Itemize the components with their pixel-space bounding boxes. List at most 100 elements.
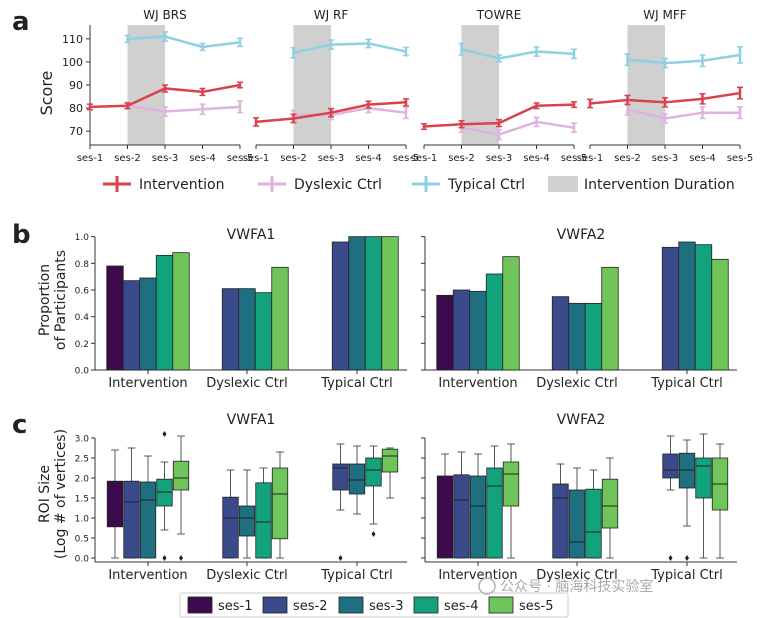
subplot-vwfa1: VWFA1 0.0 0.2 0.4 0.6 0.8 1.0 Intervention Dysle… [75, 227, 407, 391]
y-tick-label: 0.4 [75, 313, 90, 323]
y-axis-label: Proportionof Participants [37, 250, 69, 350]
box-ses-5 [601, 457, 619, 559]
y-tick-label: 110 [62, 33, 83, 46]
box-ses-4 [695, 433, 712, 559]
x-tick-label: ses-5 [561, 153, 588, 164]
y-tick-label: 2.5 [75, 455, 89, 465]
subplot-towre: TOWRE ses-1 ses-2 ses-3 ses-4 ses-5 [411, 8, 588, 164]
box-iqr [365, 457, 382, 487]
box-ses-4 [255, 467, 272, 559]
intervention-duration-band [461, 25, 499, 145]
box-iqr [662, 453, 679, 479]
bar-ses-3 [568, 302, 586, 371]
legend-label-duration: Intervention Duration [584, 177, 735, 193]
box-iqr [695, 457, 712, 499]
subplot-title: VWFA1 [227, 412, 276, 428]
legend-c: ses-1 ses-2 ses-3 ses-4 ses-5 [179, 592, 569, 618]
box-ses-2 [662, 435, 679, 561]
box-iqr [172, 460, 190, 491]
legend-swatch-duration [548, 176, 578, 192]
y-tick-label: 0.0 [75, 367, 90, 377]
box-ses-3 [348, 445, 366, 515]
bar-ses-4 [364, 236, 383, 371]
bar-ses-2 [551, 296, 570, 371]
intervention-duration-band [127, 25, 165, 145]
panel-b: Proportionof Participants VWFA1 0.0 0.2 0.4 0… [37, 227, 737, 391]
wechat-icon [478, 577, 496, 595]
x-tick-label: Typical Ctrl [650, 376, 722, 391]
watermark: 公众号 · 脑海科技实验室 [478, 577, 653, 595]
subplot-wj-brs: WJ BRS 70 80 90 100 110 ses-1 ses-2 ses-3 ses-4 se… [62, 8, 253, 164]
subplot-title: VWFA2 [557, 412, 606, 428]
panel-c: ROI Size(Log # of vertices) VWFA1 0.0 0.5 1.… [37, 412, 737, 618]
box-ses-2 [453, 451, 470, 559]
bar-ses-2 [661, 246, 680, 371]
x-tick-label: ses-2 [614, 153, 641, 164]
outlier-point [338, 555, 343, 561]
x-tick-label: Typical Ctrl [320, 568, 392, 583]
bar-ses-2 [122, 280, 141, 371]
y-tick-label: 1.5 [75, 495, 89, 505]
x-tick-label: ses-1 [77, 153, 104, 164]
subplot-title: WJ MFF [643, 8, 686, 22]
box-ses-3 [469, 453, 487, 559]
watermark-text: 公众号 · 脑海科技实验室 [500, 578, 653, 595]
y-tick-label: 0.2 [75, 340, 89, 350]
box-iqr [436, 475, 454, 559]
subplot-title: VWFA1 [227, 227, 276, 243]
box-ses-2 [552, 463, 569, 559]
x-tick-label: ses-1 [243, 153, 270, 164]
box-iqr [123, 480, 140, 559]
x-tick-label: ses-3 [318, 153, 345, 164]
legend-swatch-ses-1 [187, 596, 213, 614]
box-iqr [106, 480, 124, 528]
box-ses-4 [156, 431, 173, 561]
box-iqr [271, 467, 289, 540]
bar-ses-4 [584, 302, 603, 371]
legend-swatch-ses-5 [488, 596, 514, 614]
box-iqr [601, 478, 619, 529]
x-tick-label: ses-5 [727, 153, 754, 164]
y-axis-label: ROI Size(Log # of vertices) [37, 429, 69, 559]
x-tick-label: ses-4 [689, 153, 716, 164]
x-tick-label: ses-3 [652, 153, 679, 164]
box-iqr [332, 463, 349, 491]
legend-label-typical: Typical Ctrl [447, 177, 525, 193]
bar-ses-5 [381, 236, 399, 371]
box-iqr [238, 505, 256, 537]
bar-ses-5 [271, 266, 289, 371]
x-tick-label: ses-2 [448, 153, 475, 164]
legend-label-ses-2: ses-2 [293, 599, 328, 614]
bar-ses-3 [678, 241, 696, 371]
bar-ses-1 [106, 265, 124, 371]
x-tick-label: ses-4 [355, 153, 382, 164]
legend-swatch-ses-3 [338, 596, 364, 614]
bar-ses-3 [238, 288, 256, 371]
bar-ses-2 [221, 288, 240, 371]
outlier-point [685, 555, 689, 561]
x-tick-label: ses-4 [523, 153, 550, 164]
legend-label-intervention: Intervention [139, 177, 224, 193]
subplot-title: WJ BRS [143, 8, 186, 22]
box-iqr [222, 496, 239, 559]
y-tick-label: 90 [69, 79, 83, 92]
bar-ses-3 [139, 277, 157, 371]
series-line-dyslexic [461, 120, 575, 136]
box-iqr [568, 489, 586, 559]
box-iqr [469, 475, 487, 559]
outlier-point [668, 555, 673, 561]
y-tick-label: 0.0 [75, 555, 90, 565]
panel-label-b: b [12, 220, 31, 250]
legend-label-ses-3: ses-3 [369, 599, 404, 614]
x-tick-label: Dyslexic Ctrl [536, 376, 618, 391]
box-ses-3 [139, 455, 157, 559]
y-tick-label: 70 [69, 125, 83, 138]
subplot-wj-rf: WJ RF ses-1 ses-2 ses-3 ses-4 ses-5 [243, 8, 420, 164]
x-tick-label: Intervention [108, 568, 187, 583]
box-ses-5 [381, 447, 399, 499]
subplot-title: TOWRE [476, 8, 522, 22]
legend-label-ses-1: ses-1 [218, 599, 253, 614]
x-tick-label: ses-4 [189, 153, 216, 164]
bar-ses-3 [348, 236, 366, 371]
